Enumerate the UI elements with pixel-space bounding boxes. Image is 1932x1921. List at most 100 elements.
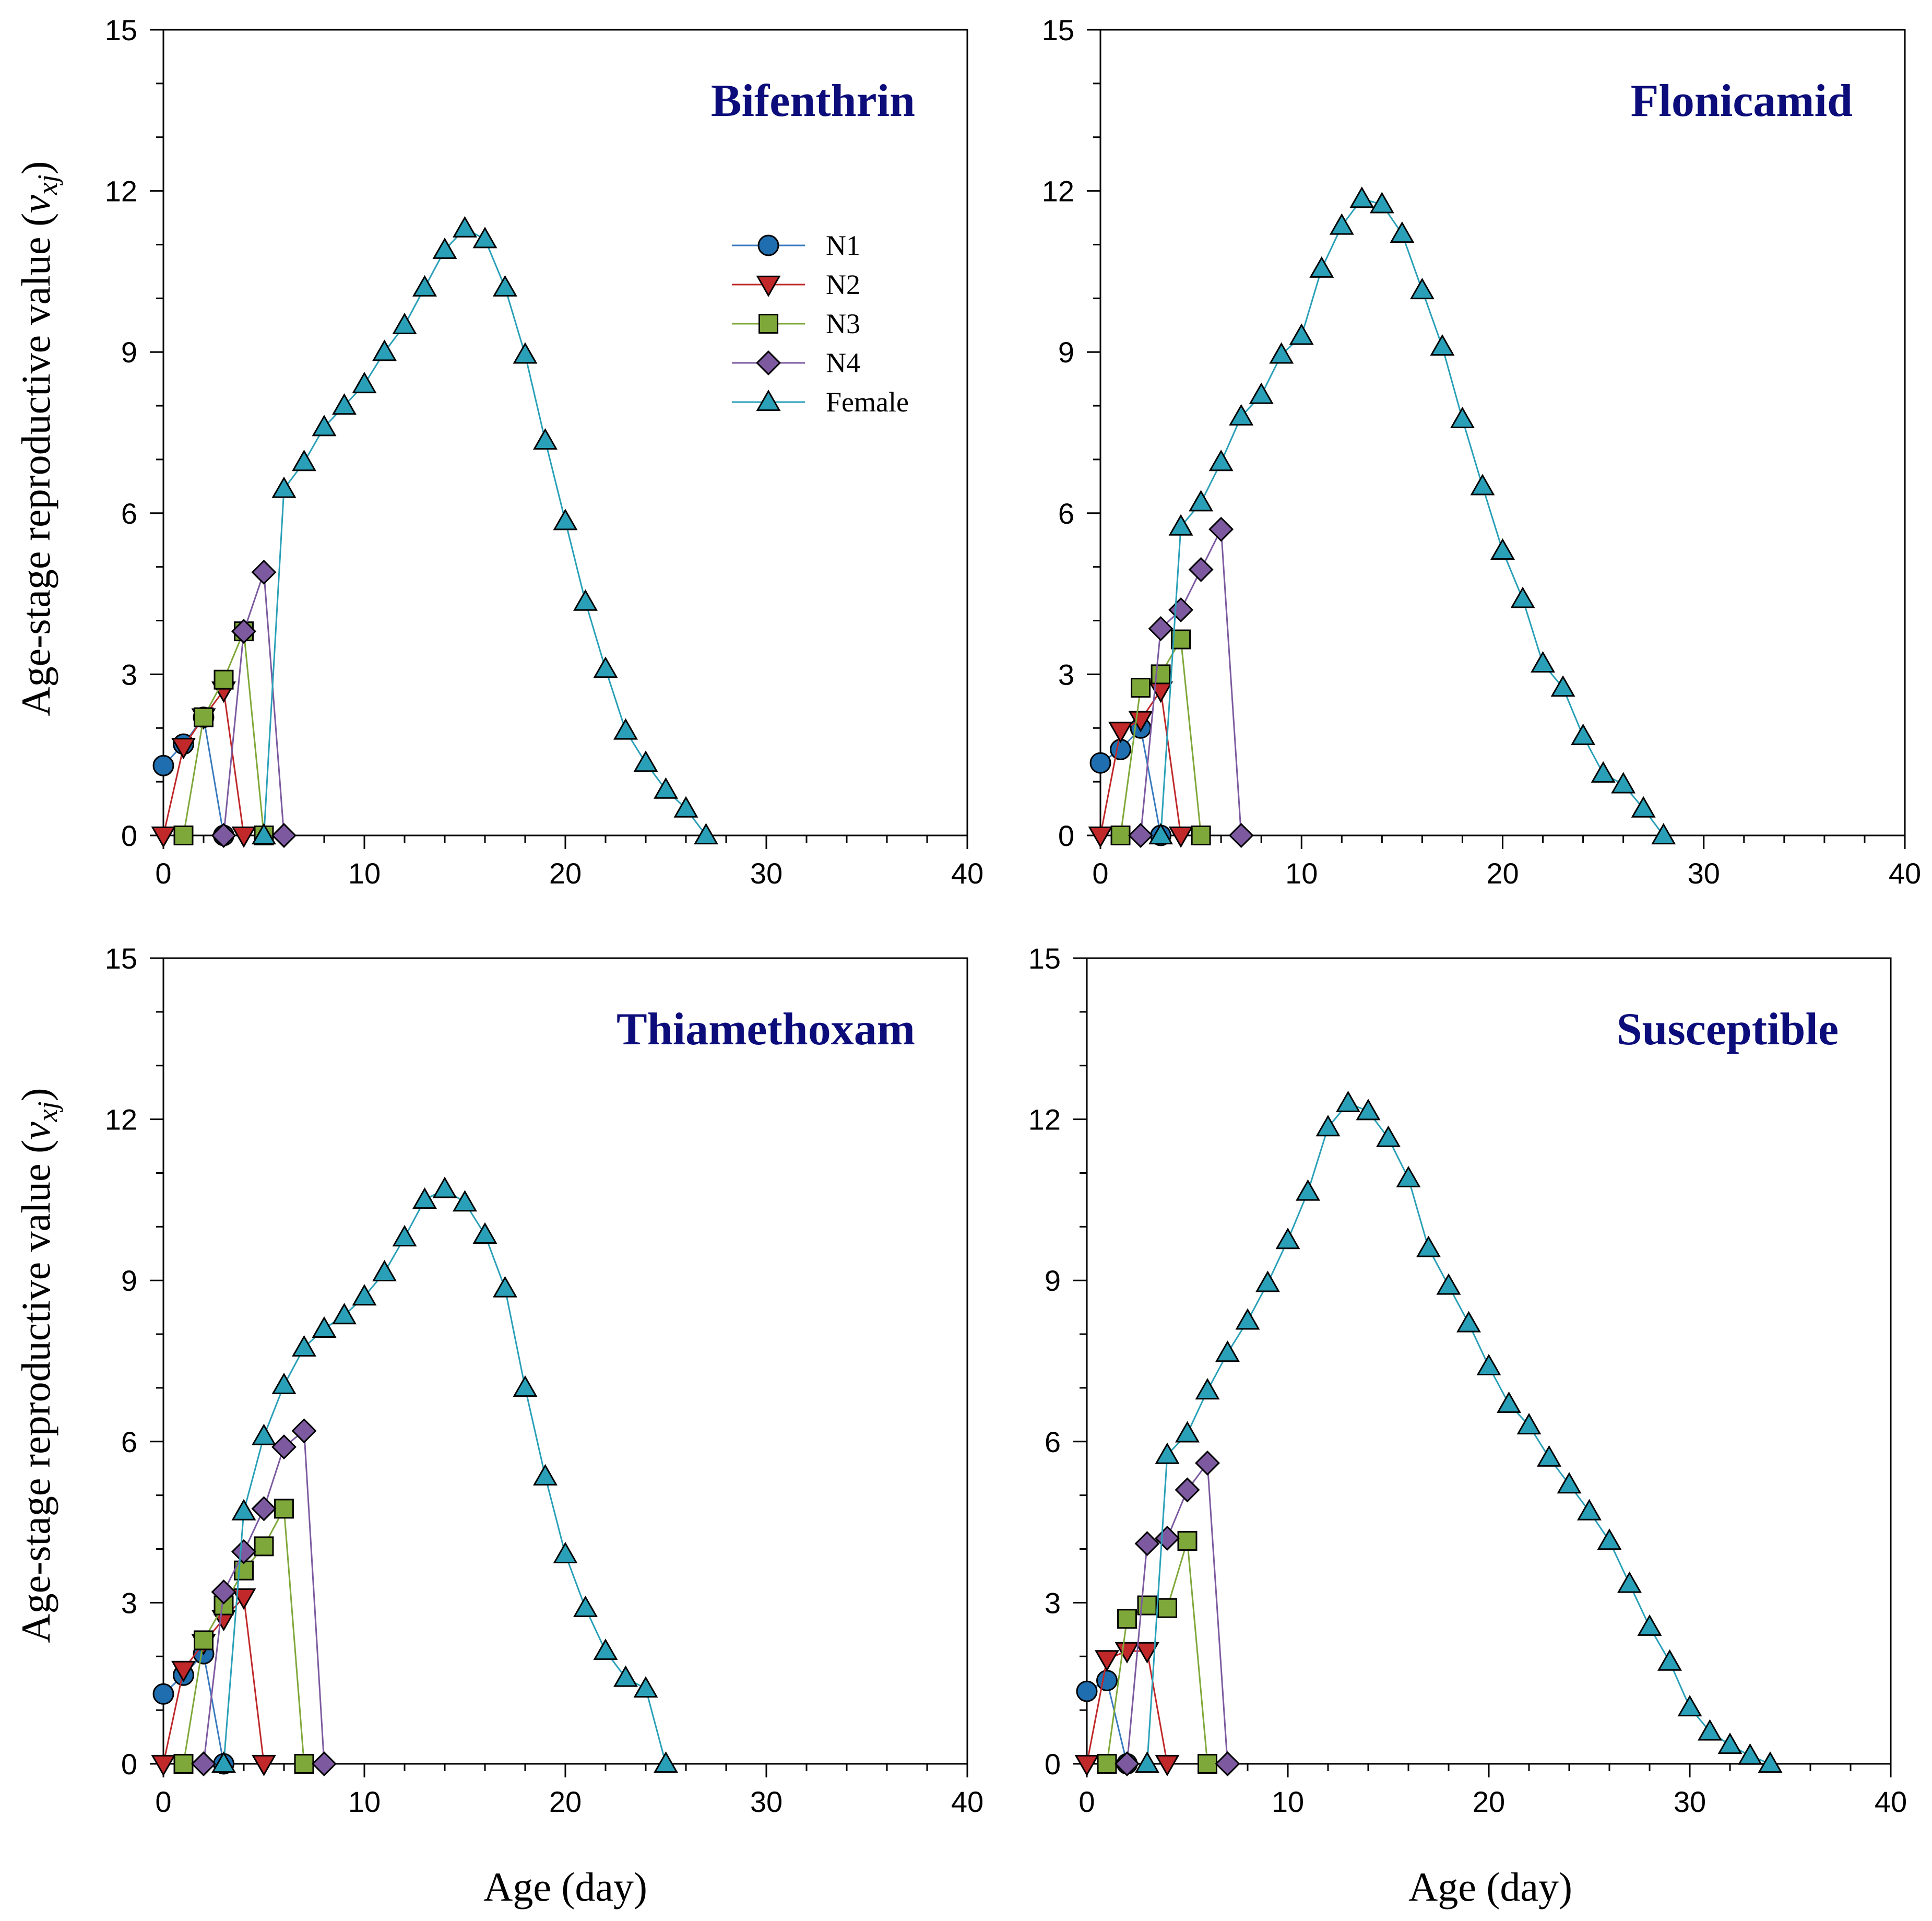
series-female: [1148, 186, 1676, 845]
legend-marker-n4: [756, 350, 781, 375]
data-point-n4: [1228, 823, 1254, 848]
data-point-female: [493, 1276, 517, 1298]
y-tick-label: 15: [105, 942, 137, 975]
data-point-female: [292, 450, 316, 472]
x-tick-label: 0: [155, 1785, 171, 1818]
panel-title: Susceptible: [1617, 1004, 1839, 1055]
data-point-female: [1476, 1353, 1501, 1375]
data-point-n3: [194, 1630, 214, 1651]
data-point-n4: [1115, 1751, 1140, 1776]
series-line-n4: [1140, 526, 1242, 836]
data-point-n4: [211, 1579, 236, 1605]
data-point-female: [252, 823, 276, 845]
series-line-n1: [1100, 726, 1162, 836]
legend-item-n2: N2: [732, 269, 860, 300]
data-point-n3: [1117, 1609, 1137, 1629]
data-point-female: [1148, 823, 1174, 845]
data-point-female: [613, 1665, 638, 1687]
data-point-female: [654, 1751, 678, 1773]
data-point-female: [1510, 586, 1535, 608]
series-line-female: [223, 1188, 667, 1764]
data-point-n4: [211, 823, 236, 848]
data-point-female: [1255, 1270, 1280, 1292]
x-tick-label: 0: [1092, 857, 1108, 890]
y-tick-label: 12: [105, 1103, 137, 1136]
data-point-female: [1677, 1695, 1702, 1717]
data-point-female: [1329, 213, 1354, 235]
data-point-female: [1571, 723, 1596, 745]
data-point-n4: [1155, 1525, 1180, 1551]
data-point-female: [1450, 406, 1475, 428]
data-point-n3: [173, 826, 194, 845]
data-point-female: [1369, 192, 1394, 214]
x-tick-label: 40: [951, 1785, 983, 1818]
data-point-female: [1577, 1499, 1602, 1521]
y-tick-label: 15: [1028, 942, 1061, 975]
data-point-n4: [251, 1496, 277, 1522]
legend-marker-n3: [758, 314, 778, 334]
data-point-female: [1208, 450, 1234, 472]
data-point-n3: [274, 1499, 294, 1519]
data-point-female: [432, 1176, 457, 1198]
x-tick-label: 20: [1486, 857, 1519, 890]
data-point-n4: [231, 619, 256, 644]
data-point-n4: [291, 1418, 317, 1444]
data-point-n2: [151, 1754, 176, 1776]
data-point-n4: [1208, 516, 1234, 542]
y-tick-label: 6: [1058, 497, 1074, 530]
plot-frame: [162, 29, 968, 836]
data-point-female: [1430, 334, 1455, 356]
data-point-female: [332, 1303, 357, 1325]
y-tick-label: 15: [105, 14, 137, 46]
data-point-female: [533, 428, 558, 450]
series-n4: [211, 559, 297, 848]
data-point-female: [1591, 761, 1616, 783]
data-point-female: [513, 342, 538, 364]
data-point-female: [392, 1224, 417, 1247]
series-n3: [173, 1499, 314, 1774]
y-axis-title-symbol: v: [13, 195, 58, 213]
data-point-n4: [231, 1539, 256, 1564]
legend-label: N2: [826, 269, 860, 300]
y-tick-label: 12: [105, 175, 137, 208]
data-point-female: [312, 415, 337, 437]
series-line-n3: [1106, 1540, 1208, 1764]
data-point-female: [633, 1676, 658, 1698]
data-point-female: [372, 339, 397, 361]
data-point-female: [1168, 514, 1193, 536]
series-line-female: [263, 227, 707, 836]
y-axis-title-top: Age-stage reproductive value (vxj): [13, 161, 63, 716]
data-point-female: [493, 275, 517, 297]
data-point-female: [613, 718, 638, 740]
data-point-female: [633, 750, 658, 772]
panel-title: Flonicamid: [1631, 76, 1853, 126]
y-tick-label: 3: [1045, 1586, 1061, 1619]
plot-frame: [1099, 29, 1906, 836]
legend-label: N3: [826, 308, 860, 339]
x-axis-title-right: Age (day): [1408, 1864, 1572, 1910]
data-point-n2: [1108, 722, 1133, 744]
data-point-n4: [1128, 823, 1154, 848]
data-point-n2: [1135, 1642, 1159, 1664]
data-point-female: [352, 371, 377, 394]
data-point-female: [593, 1639, 618, 1660]
data-point-female: [271, 476, 297, 498]
data-point-female: [1698, 1719, 1722, 1741]
data-point-female: [654, 777, 678, 799]
data-point-n1: [1089, 752, 1111, 774]
data-point-n4: [1134, 1531, 1160, 1557]
data-point-n4: [1215, 1751, 1240, 1776]
legend-item-n3: N3: [732, 308, 860, 339]
data-point-n4: [251, 559, 277, 585]
y-tick-label: 3: [121, 1586, 137, 1619]
data-point-female: [211, 1751, 236, 1773]
data-point-female: [1135, 1751, 1159, 1773]
x-tick-label: 20: [549, 1785, 582, 1818]
data-point-female: [412, 275, 437, 297]
data-point-female: [1758, 1751, 1783, 1773]
y-axis-title-bottom: Age-stage reproductive value (vxj): [13, 1088, 63, 1643]
x-tick-label: 40: [1875, 1785, 1907, 1818]
data-point-female: [1738, 1743, 1762, 1765]
data-point-female: [1436, 1273, 1461, 1295]
data-point-female: [1289, 323, 1314, 345]
